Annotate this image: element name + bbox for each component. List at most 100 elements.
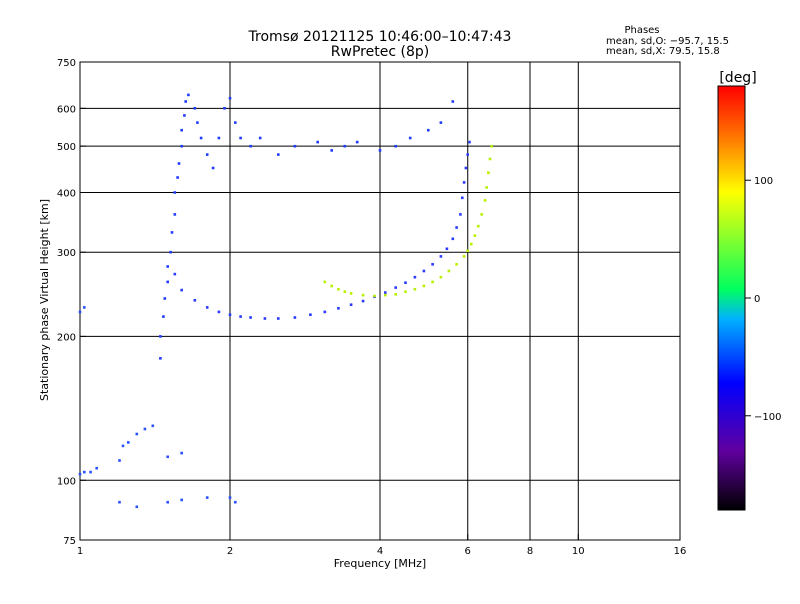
data-point <box>483 199 487 202</box>
data-point <box>205 153 209 156</box>
data-point <box>431 263 434 266</box>
data-point <box>309 313 312 316</box>
data-point <box>373 294 376 298</box>
data-point <box>451 100 455 103</box>
data-point <box>249 144 252 148</box>
y-tick-label: 75 <box>63 536 76 547</box>
y-axis-title: Stationary phase Virtual Height [km] <box>38 199 51 401</box>
data-point <box>384 293 387 297</box>
data-point <box>180 128 183 132</box>
data-point <box>323 280 327 284</box>
data-point <box>455 226 458 229</box>
data-point <box>228 313 232 316</box>
data-point <box>330 284 333 288</box>
data-point <box>135 432 139 436</box>
data-point <box>431 280 434 284</box>
data-point <box>211 166 215 170</box>
grid-lines <box>80 62 680 540</box>
data-point <box>404 290 407 293</box>
data-point <box>361 293 365 297</box>
data-point <box>187 93 190 97</box>
data-point <box>193 107 197 110</box>
data-point <box>349 303 353 306</box>
data-point <box>470 242 473 246</box>
data-point <box>118 459 121 462</box>
data-point <box>439 275 443 279</box>
data-point <box>228 96 232 100</box>
data-point <box>239 315 242 318</box>
x-tick-label: 16 <box>674 546 687 557</box>
data-point <box>196 121 199 124</box>
data-point <box>217 310 221 314</box>
data-point <box>228 496 232 499</box>
x-tick-label: 4 <box>377 546 383 557</box>
data-point <box>487 171 490 174</box>
x-axis-title: Frequency [MHz] <box>334 557 426 570</box>
chart-subtitle: RwPretec (8p) <box>331 44 429 60</box>
data-point <box>78 472 82 476</box>
colorbar-label: [deg] <box>719 70 756 86</box>
colorbar-tick-label: 0 <box>754 294 760 305</box>
phase-info-o-mode: mean, sd,O: −95.7, 15.5 <box>606 36 729 47</box>
data-point <box>173 191 177 194</box>
x-tick-label: 6 <box>465 546 471 557</box>
data-point <box>205 306 209 309</box>
data-point <box>394 286 397 289</box>
data-point <box>343 144 347 148</box>
data-point <box>162 315 165 318</box>
data-point <box>180 498 183 502</box>
y-tick-label: 300 <box>57 248 76 259</box>
data-point <box>166 280 169 284</box>
data-point <box>239 136 242 140</box>
data-point <box>277 317 280 320</box>
data-point <box>83 470 86 474</box>
data-point <box>83 306 86 309</box>
data-point <box>217 136 221 140</box>
data-point <box>461 196 464 200</box>
data-point <box>337 307 340 310</box>
data-point <box>337 287 340 291</box>
data-point <box>361 299 365 303</box>
data-point <box>159 335 162 338</box>
colorbar-tick-label: −100 <box>754 412 781 423</box>
data-point <box>378 149 382 152</box>
colorbar-tick-label: 100 <box>754 176 773 187</box>
axes-layer: 1 2 4 6 8 10 16 75 100 200 300 400 500 600 750 <box>57 58 686 557</box>
data-point <box>118 500 121 504</box>
data-point <box>485 186 488 189</box>
colorbar-ticks: 100 0 −100 <box>745 176 781 423</box>
data-point <box>127 441 130 444</box>
data-point <box>408 136 412 140</box>
data-points-layer <box>78 93 493 509</box>
data-point <box>89 470 92 474</box>
data-point <box>455 263 458 266</box>
data-point <box>183 114 186 117</box>
data-point <box>459 213 462 216</box>
data-point <box>445 247 449 251</box>
data-point <box>413 287 417 291</box>
data-point <box>343 290 347 293</box>
data-point <box>451 237 455 241</box>
data-point <box>394 293 397 296</box>
data-point <box>413 275 417 279</box>
data-point <box>293 144 297 148</box>
data-point <box>205 496 209 499</box>
data-point <box>166 265 169 268</box>
x-tick-label: 8 <box>527 546 533 557</box>
phase-info-x-mode: mean, sd,X: 79.5, 15.8 <box>606 46 720 57</box>
data-point <box>439 255 443 258</box>
data-point <box>169 250 172 254</box>
data-point <box>316 140 319 144</box>
data-point <box>180 451 183 455</box>
data-point <box>163 297 167 300</box>
data-point <box>223 107 226 110</box>
data-point <box>135 505 139 509</box>
data-point <box>464 166 468 170</box>
data-point <box>323 310 327 314</box>
data-point <box>199 136 203 140</box>
data-point <box>384 291 387 294</box>
data-point <box>490 144 493 148</box>
data-point <box>355 140 359 144</box>
